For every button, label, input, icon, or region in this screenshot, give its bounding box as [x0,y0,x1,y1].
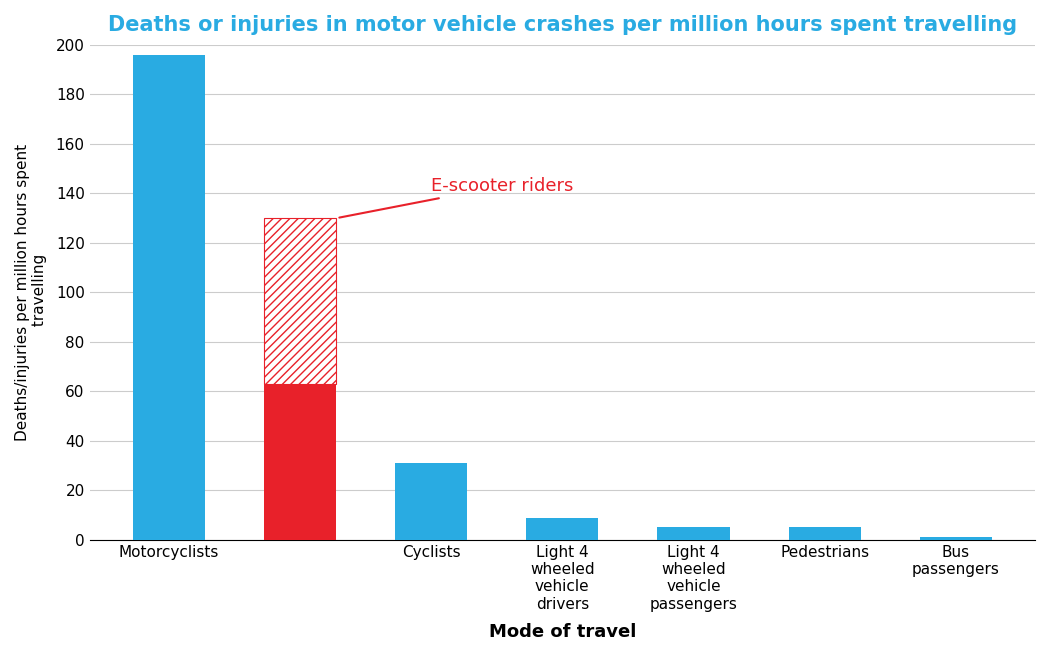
Bar [264,384,336,540]
Bar [264,218,336,384]
Title: Deaths or injuries in motor vehicle crashes per million hours spent travelling: Deaths or injuries in motor vehicle cras… [108,15,1016,35]
Bar [657,527,730,540]
Y-axis label: Deaths/injuries per million hours spent
 travelling: Deaths/injuries per million hours spent … [15,144,47,441]
Text: E-scooter riders: E-scooter riders [339,177,573,218]
Bar [395,463,467,540]
Bar [789,527,861,540]
X-axis label: Mode of travel: Mode of travel [488,623,636,641]
Bar [132,55,205,540]
Bar [920,537,992,540]
Bar [526,518,598,540]
